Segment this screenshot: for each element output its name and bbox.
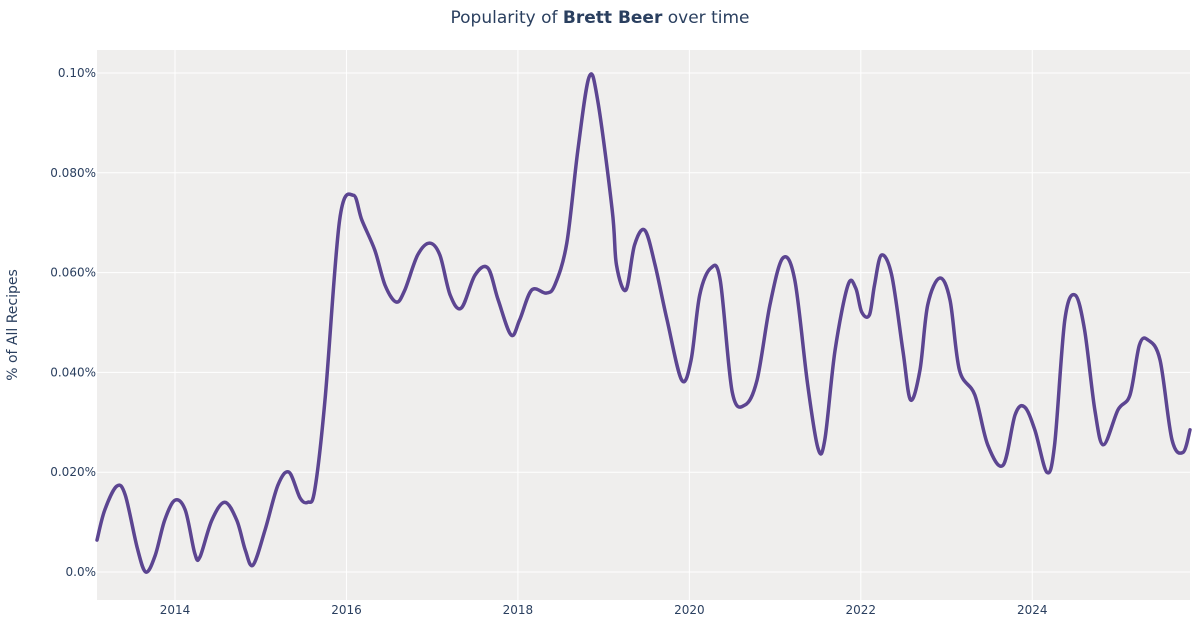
y-tick-label: 0.040% <box>50 365 96 379</box>
title-suffix: over time <box>662 8 750 28</box>
tick-labels: 2014 2016 2018 2020 2022 2024 0.0% 0.020% 0.040%… <box>50 66 1047 617</box>
y-tick-label: 0.10% <box>58 66 96 80</box>
plot-area <box>97 50 1190 600</box>
y-tick-label: 0.060% <box>50 266 96 280</box>
x-tick-label: 2016 <box>331 603 362 617</box>
title-subject: Brett Beer <box>562 8 663 28</box>
y-tick-label: 0.080% <box>50 166 96 180</box>
x-tick-label: 2014 <box>160 603 191 617</box>
y-tick-label: 0.020% <box>50 465 96 479</box>
series-line <box>95 72 1192 574</box>
title-prefix: Popularity of <box>450 8 563 28</box>
x-tick-label: 2022 <box>846 603 877 617</box>
chart-title: Popularity of Brett Beer over time <box>0 8 1200 28</box>
x-tick-label: 2024 <box>1017 603 1048 617</box>
x-tick-label: 2020 <box>674 603 705 617</box>
y-tick-label: 0.0% <box>66 565 97 579</box>
y-axis-label: % of All Recipes <box>5 269 21 381</box>
gridlines <box>97 50 1190 600</box>
x-tick-label: 2018 <box>503 603 534 617</box>
